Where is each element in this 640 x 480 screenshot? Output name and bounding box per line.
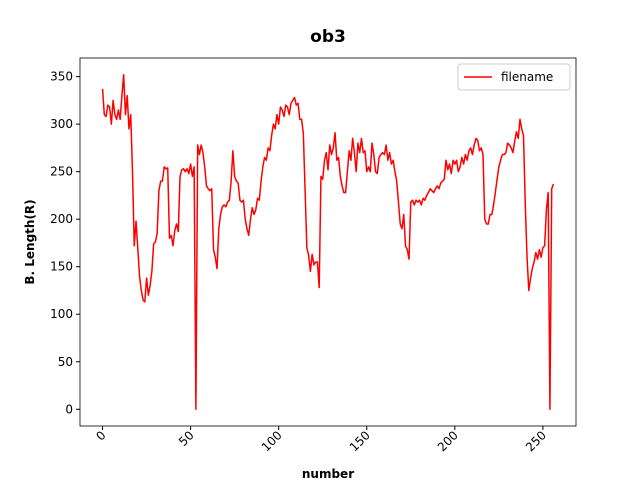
y-tick-label: 0 — [65, 402, 73, 416]
x-tick-label: 150 — [347, 428, 373, 454]
x-tick-label: 100 — [259, 428, 285, 454]
plot-frame — [79, 57, 577, 427]
y-tick-label: 250 — [50, 165, 73, 179]
x-axis-label: number — [302, 467, 354, 480]
y-tick-label: 50 — [58, 355, 73, 369]
y-tick-label: 300 — [50, 117, 73, 131]
x-tick-label: 250 — [523, 428, 549, 454]
chart-title: ob3 — [310, 27, 346, 47]
y-tick-label: 150 — [50, 260, 73, 274]
data-line — [101, 73, 555, 411]
y-tick-label: 200 — [50, 212, 73, 226]
x-tick-label: 50 — [176, 428, 197, 449]
y-axis-label: B. Length(R) — [23, 199, 37, 284]
x-tick-label: 200 — [435, 428, 461, 454]
y-tick-label: 350 — [50, 70, 73, 84]
y-tick-label: 100 — [50, 307, 73, 321]
legend-box — [457, 63, 571, 91]
x-tick-label: 0 — [93, 428, 108, 443]
legend-label: filename — [501, 70, 553, 84]
